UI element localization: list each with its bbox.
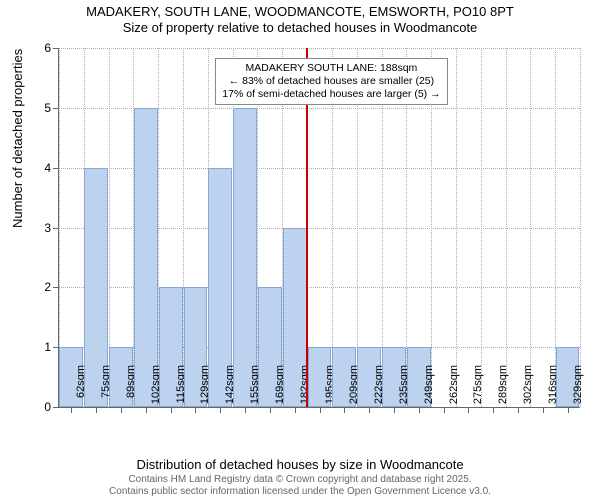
- y-tick-label: 5: [35, 101, 51, 115]
- x-tick: [543, 408, 544, 413]
- gridline-v: [456, 48, 457, 407]
- annotation-line: MADAKERY SOUTH LANE: 188sqm: [222, 62, 440, 75]
- gridline-v: [506, 48, 507, 407]
- y-axis-label: Number of detached properties: [10, 49, 25, 228]
- x-tick-label: 249sqm: [423, 365, 435, 415]
- y-tick-label: 0: [35, 400, 51, 414]
- x-tick: [344, 408, 345, 413]
- y-tick: [53, 48, 58, 49]
- x-tick: [171, 408, 172, 413]
- histogram-bar: [134, 108, 158, 407]
- plot-area: 012345662sqm75sqm89sqm102sqm115sqm129sqm…: [58, 48, 580, 408]
- x-tick: [96, 408, 97, 413]
- x-axis-label: Distribution of detached houses by size …: [0, 457, 600, 472]
- x-tick: [444, 408, 445, 413]
- gridline-v: [530, 48, 531, 407]
- annotation-box: MADAKERY SOUTH LANE: 188sqm← 83% of deta…: [215, 58, 447, 105]
- y-tick-label: 1: [35, 340, 51, 354]
- gridline-h: [59, 48, 580, 49]
- chart-container: MADAKERY, SOUTH LANE, WOODMANCOTE, EMSWO…: [0, 0, 600, 500]
- x-tick: [270, 408, 271, 413]
- y-tick: [53, 228, 58, 229]
- y-tick: [53, 407, 58, 408]
- x-tick: [493, 408, 494, 413]
- x-tick: [121, 408, 122, 413]
- y-tick-label: 3: [35, 221, 51, 235]
- y-tick-label: 6: [35, 41, 51, 55]
- x-tick: [295, 408, 296, 413]
- y-tick: [53, 347, 58, 348]
- y-tick: [53, 287, 58, 288]
- y-tick-label: 4: [35, 161, 51, 175]
- title-line-2: Size of property relative to detached ho…: [0, 20, 600, 36]
- x-tick: [419, 408, 420, 413]
- title-line-1: MADAKERY, SOUTH LANE, WOODMANCOTE, EMSWO…: [0, 4, 600, 20]
- annotation-line: 17% of semi-detached houses are larger (…: [222, 88, 440, 101]
- x-tick-label: 329sqm: [572, 365, 584, 415]
- x-tick-label: 302sqm: [522, 365, 534, 415]
- x-tick: [195, 408, 196, 413]
- histogram-bar: [233, 108, 257, 407]
- x-tick: [394, 408, 395, 413]
- x-tick-label: 262sqm: [448, 365, 460, 415]
- x-tick: [518, 408, 519, 413]
- chart-title: MADAKERY, SOUTH LANE, WOODMANCOTE, EMSWO…: [0, 4, 600, 37]
- x-tick: [71, 408, 72, 413]
- footer-line-1: Contains HM Land Registry data © Crown c…: [0, 474, 600, 486]
- y-tick: [53, 168, 58, 169]
- x-tick: [568, 408, 569, 413]
- x-tick-label: 289sqm: [497, 365, 509, 415]
- gridline-v: [481, 48, 482, 407]
- x-tick: [320, 408, 321, 413]
- y-tick-label: 2: [35, 280, 51, 294]
- x-tick: [369, 408, 370, 413]
- chart-footer: Contains HM Land Registry data © Crown c…: [0, 474, 600, 498]
- footer-line-2: Contains public sector information licen…: [0, 486, 600, 498]
- annotation-line: ← 83% of detached houses are smaller (25…: [222, 75, 440, 88]
- y-tick: [53, 108, 58, 109]
- x-tick-label: 275sqm: [472, 365, 484, 415]
- gridline-v: [580, 48, 581, 407]
- x-tick: [220, 408, 221, 413]
- x-tick: [245, 408, 246, 413]
- x-tick: [468, 408, 469, 413]
- x-tick: [146, 408, 147, 413]
